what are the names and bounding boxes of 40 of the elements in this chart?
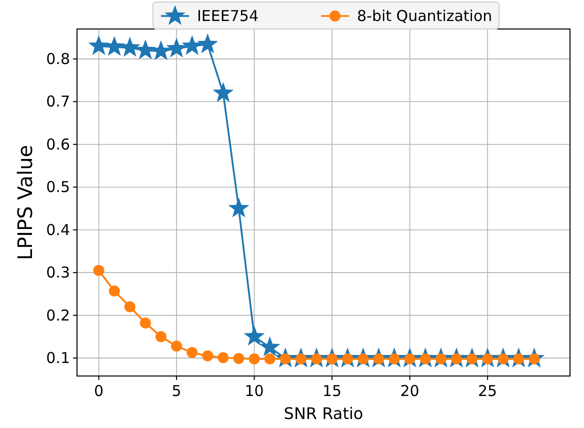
point	[186, 346, 198, 358]
point	[218, 352, 229, 364]
point	[228, 197, 250, 218]
point	[88, 35, 110, 55]
point	[134, 39, 156, 60]
point	[202, 350, 214, 362]
y-tick-label: 0.7	[46, 92, 70, 111]
point	[155, 331, 166, 342]
x-tick-label: 0	[94, 382, 104, 400]
point	[93, 264, 104, 276]
y-tick-label: 0.1	[46, 349, 70, 368]
point	[264, 353, 276, 364]
point	[140, 318, 151, 329]
point	[124, 301, 136, 312]
point	[244, 326, 265, 346]
y-tick-label: 0.8	[46, 50, 70, 68]
y-tick-label: 0.5	[46, 178, 70, 196]
point	[150, 40, 172, 60]
x-tick-label: 25	[478, 382, 498, 400]
point	[212, 82, 234, 102]
point	[248, 353, 260, 364]
x-tick-label: 15	[322, 382, 342, 400]
point	[108, 285, 120, 296]
point	[166, 38, 187, 58]
x-tick-label: 10	[244, 382, 264, 400]
y-axis-title: LPIPS Value	[13, 144, 37, 260]
y-tick-label: 0.4	[46, 220, 70, 239]
y-tick-label: 0.2	[46, 306, 70, 324]
legend-label: IEEE754	[197, 7, 258, 25]
point	[259, 336, 280, 356]
x-tick-label: 20	[400, 382, 420, 400]
point	[197, 33, 218, 54]
point	[171, 340, 182, 352]
x-axis-title: SNR Ratio	[284, 404, 364, 423]
legend-label: 8-bit Quantization	[357, 7, 492, 25]
y-tick-label: 0.3	[46, 264, 70, 282]
y-tick-label: 0.6	[46, 135, 70, 154]
point	[182, 35, 203, 55]
point	[233, 352, 244, 364]
x-tick-label: 5	[172, 382, 182, 400]
